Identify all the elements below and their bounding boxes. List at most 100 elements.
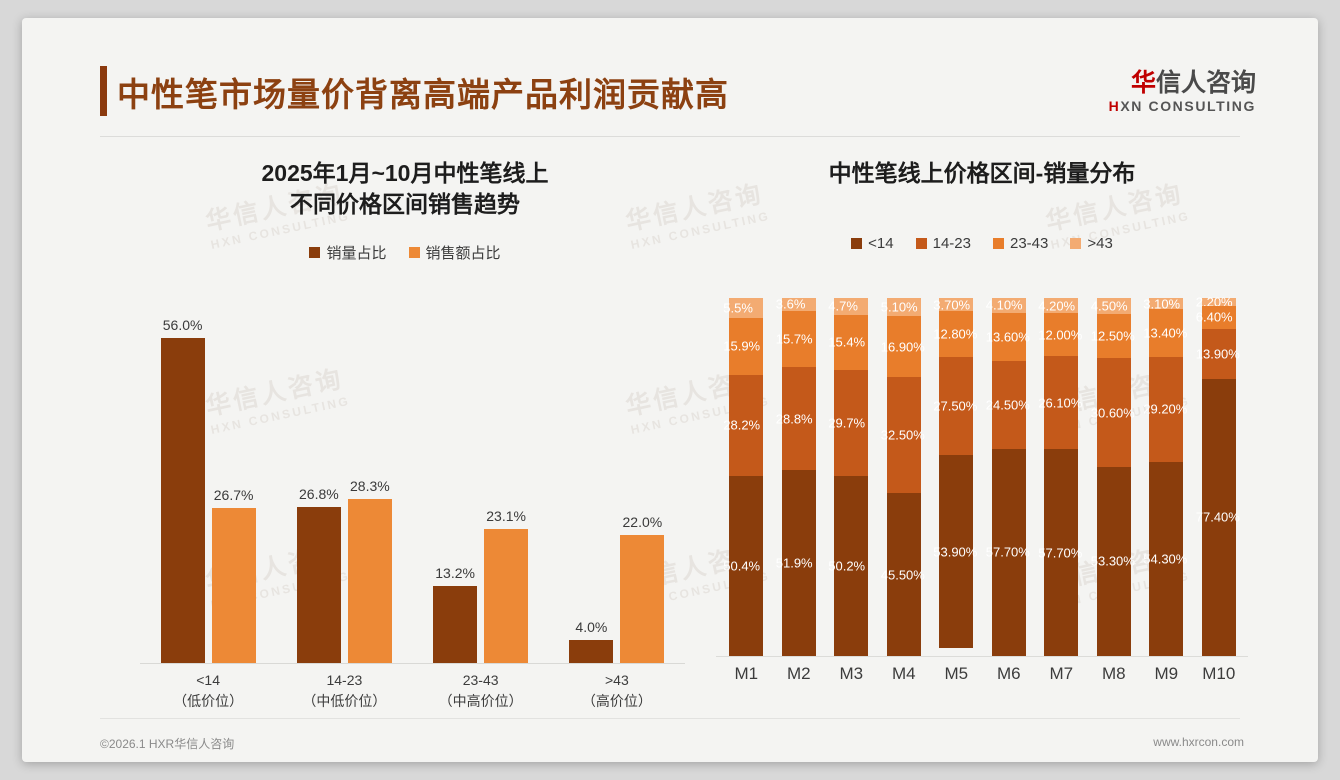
legend-label: 销量占比	[326, 245, 387, 263]
stacked-bar-segment[interactable]: 13.90%	[1196, 328, 1240, 379]
stacked-bar-segment[interactable]: 57.70%	[986, 449, 1030, 656]
stacked-bar-segment[interactable]: 3.70%	[933, 297, 974, 312]
bar-rect[interactable]	[433, 586, 478, 663]
stacked-segment-label: 32.50%	[880, 427, 925, 443]
stacked-bar-segment[interactable]: 6.40%	[1196, 305, 1236, 329]
bar-rect[interactable]	[569, 639, 614, 663]
legend-label: >43	[1087, 235, 1113, 253]
stacked-bar-segment[interactable]: 5.5%	[723, 298, 764, 318]
stacked-bar-segment[interactable]: 4.20%	[1038, 298, 1079, 314]
stacked-bar[interactable]: 5.5% 15.9% 28.2% 50.4%	[723, 298, 764, 656]
stacked-bar-segment[interactable]: 32.50%	[881, 376, 925, 494]
stacked-bar-segment[interactable]: 51.9%	[776, 470, 816, 656]
legend-label: <14	[868, 235, 894, 253]
stacked-bar[interactable]: 4.50% 12.50% 30.60% 53.30%	[1091, 298, 1135, 656]
right-chart-legend-item[interactable]: >43	[1070, 235, 1113, 253]
bar-column[interactable]: 22.0%	[620, 303, 665, 663]
bar-group: 4.0% 22.0%	[549, 303, 685, 663]
stacked-bar-segment[interactable]: 77.40%	[1196, 378, 1240, 656]
stacked-segment-label: 50.2%	[828, 558, 866, 574]
stacked-bar[interactable]: 2.20% 6.40% 13.90% 77.40%	[1196, 294, 1240, 656]
bar-rect[interactable]	[160, 337, 205, 663]
stacked-bar-segment[interactable]: 54.30%	[1143, 461, 1187, 656]
logo-en-h: H	[1108, 98, 1121, 115]
bar-rect[interactable]	[347, 498, 392, 663]
stacked-bar-segment[interactable]: 13.60%	[986, 312, 1030, 362]
stacked-bar[interactable]: 4.10% 13.60% 24.50% 57.70%	[986, 298, 1030, 656]
right-chart-legend-item[interactable]: 14-23	[915, 235, 971, 252]
bar-column[interactable]: 28.3%	[347, 303, 392, 663]
bar-column[interactable]: 23.1%	[484, 303, 529, 663]
stacked-bar[interactable]: 5.10% 16.90% 32.50% 45.50%	[881, 298, 925, 656]
right-chart-legend-item[interactable]: <14	[851, 235, 894, 253]
stacked-bar-segment[interactable]: 3.10%	[1143, 296, 1184, 311]
stacked-bar-segment[interactable]: 13.40%	[1143, 309, 1187, 358]
stacked-bar-segment[interactable]: 27.50%	[933, 357, 977, 456]
stacked-bar-segment[interactable]: 15.4%	[828, 314, 869, 370]
stacked-segment-label: 15.7%	[775, 331, 813, 347]
stacked-segment-label: 12.00%	[1038, 327, 1083, 342]
bar-column[interactable]: 4.0%	[569, 303, 614, 663]
stacked-segment-label: 5.10%	[880, 299, 918, 315]
logo-en-rest: XN CONSULTING	[1120, 98, 1256, 115]
stacked-bar-segment[interactable]: 3.6%	[776, 297, 816, 312]
stacked-bar-segment[interactable]: 24.50%	[986, 361, 1030, 450]
left-chart-legend-item[interactable]: 销量占比	[309, 242, 387, 263]
stacked-bar-segment[interactable]: 28.2%	[723, 374, 764, 476]
bar-rect[interactable]	[296, 507, 341, 663]
stacked-segment-label: 12.80%	[933, 326, 978, 342]
stacked-bar-segment[interactable]: 26.10%	[1038, 355, 1082, 450]
bar-value-label: 26.8%	[299, 486, 339, 503]
x-axis-category-tier: （中高价位）	[438, 693, 523, 709]
stacked-bar-segment[interactable]: 50.4%	[723, 475, 764, 656]
stacked-bar-segment[interactable]: 29.7%	[828, 369, 869, 477]
stacked-bar[interactable]: 4.20% 12.00% 26.10% 57.70%	[1038, 298, 1082, 656]
page-title: 中性笔市场量价背离高端产品利润贡献高	[117, 76, 729, 113]
stacked-bar-segment[interactable]: 2.20%	[1196, 294, 1236, 309]
stacked-segment-label: 54.30%	[1143, 551, 1188, 567]
stacked-bar-segment[interactable]: 16.90%	[881, 316, 925, 377]
x-axis-month-label: M7	[1049, 664, 1074, 683]
stacked-bar[interactable]: 3.6% 15.7% 28.8% 51.9%	[776, 297, 816, 656]
bar-column[interactable]: 13.2%	[433, 303, 478, 663]
legend-swatch-icon	[915, 238, 927, 250]
stacked-bar-segment[interactable]: 12.50%	[1091, 313, 1135, 359]
stacked-bar-segment[interactable]: 30.60%	[1091, 358, 1135, 467]
bar-column[interactable]: 26.7%	[211, 303, 256, 663]
stacked-bar-segment[interactable]: 4.7%	[828, 298, 869, 315]
stacked-bar-segment[interactable]: 15.9%	[723, 317, 764, 375]
stacked-bar[interactable]: 3.70% 12.80% 27.50% 53.90%	[933, 297, 977, 656]
stacked-bar-segment[interactable]: 53.90%	[933, 455, 977, 649]
stacked-bar[interactable]: 3.10% 13.40% 29.20% 54.30%	[1143, 296, 1187, 656]
footer-website: www.hxrcon.com	[1153, 735, 1244, 749]
x-axis-category-range: <14	[196, 672, 220, 688]
bar-column[interactable]: 56.0%	[160, 303, 205, 663]
company-logo: 华信人咨询 HXN CONSULTING	[1109, 70, 1256, 114]
stacked-bar[interactable]: 4.7% 15.4% 29.7% 50.2%	[828, 298, 869, 656]
stacked-bar-segment[interactable]: 12.00%	[1038, 313, 1082, 356]
x-axis-category-label: >43 （高价位）	[549, 670, 685, 712]
stacked-bar-segment[interactable]: 28.8%	[776, 367, 816, 471]
stacked-segment-label: 4.50%	[1090, 298, 1128, 314]
stacked-segment-label: 13.90%	[1195, 346, 1240, 362]
stacked-bar-segment[interactable]: 53.30%	[1091, 466, 1135, 656]
bar-rect[interactable]	[211, 507, 256, 663]
stacked-bar-segment[interactable]: 50.2%	[828, 476, 869, 656]
stacked-bar-segment[interactable]: 15.7%	[776, 310, 816, 368]
stacked-bar-segment[interactable]: 45.50%	[881, 493, 925, 656]
stacked-segment-label: 5.5%	[723, 300, 753, 316]
bar-rect[interactable]	[484, 528, 529, 663]
x-axis-month-label: M3	[839, 664, 864, 683]
bar-group: 56.0% 26.7%	[140, 303, 276, 663]
bar-rect[interactable]	[620, 535, 665, 663]
stacked-bar-segment[interactable]: 5.10%	[881, 298, 921, 317]
stacked-bar-segment[interactable]: 29.20%	[1143, 357, 1187, 462]
stacked-segment-label: 29.7%	[828, 415, 866, 431]
stacked-bar-segment[interactable]: 57.70%	[1038, 449, 1082, 656]
right-chart-legend-item[interactable]: 23-43	[993, 235, 1048, 252]
stacked-bar-segment[interactable]: 12.80%	[933, 311, 977, 358]
bar-column[interactable]: 26.8%	[296, 303, 341, 663]
stacked-bar-segment[interactable]: 4.10%	[986, 298, 1026, 313]
stacked-bar-segment[interactable]: 4.50%	[1091, 298, 1131, 314]
left-chart-legend-item[interactable]: 销售额占比	[408, 242, 501, 263]
